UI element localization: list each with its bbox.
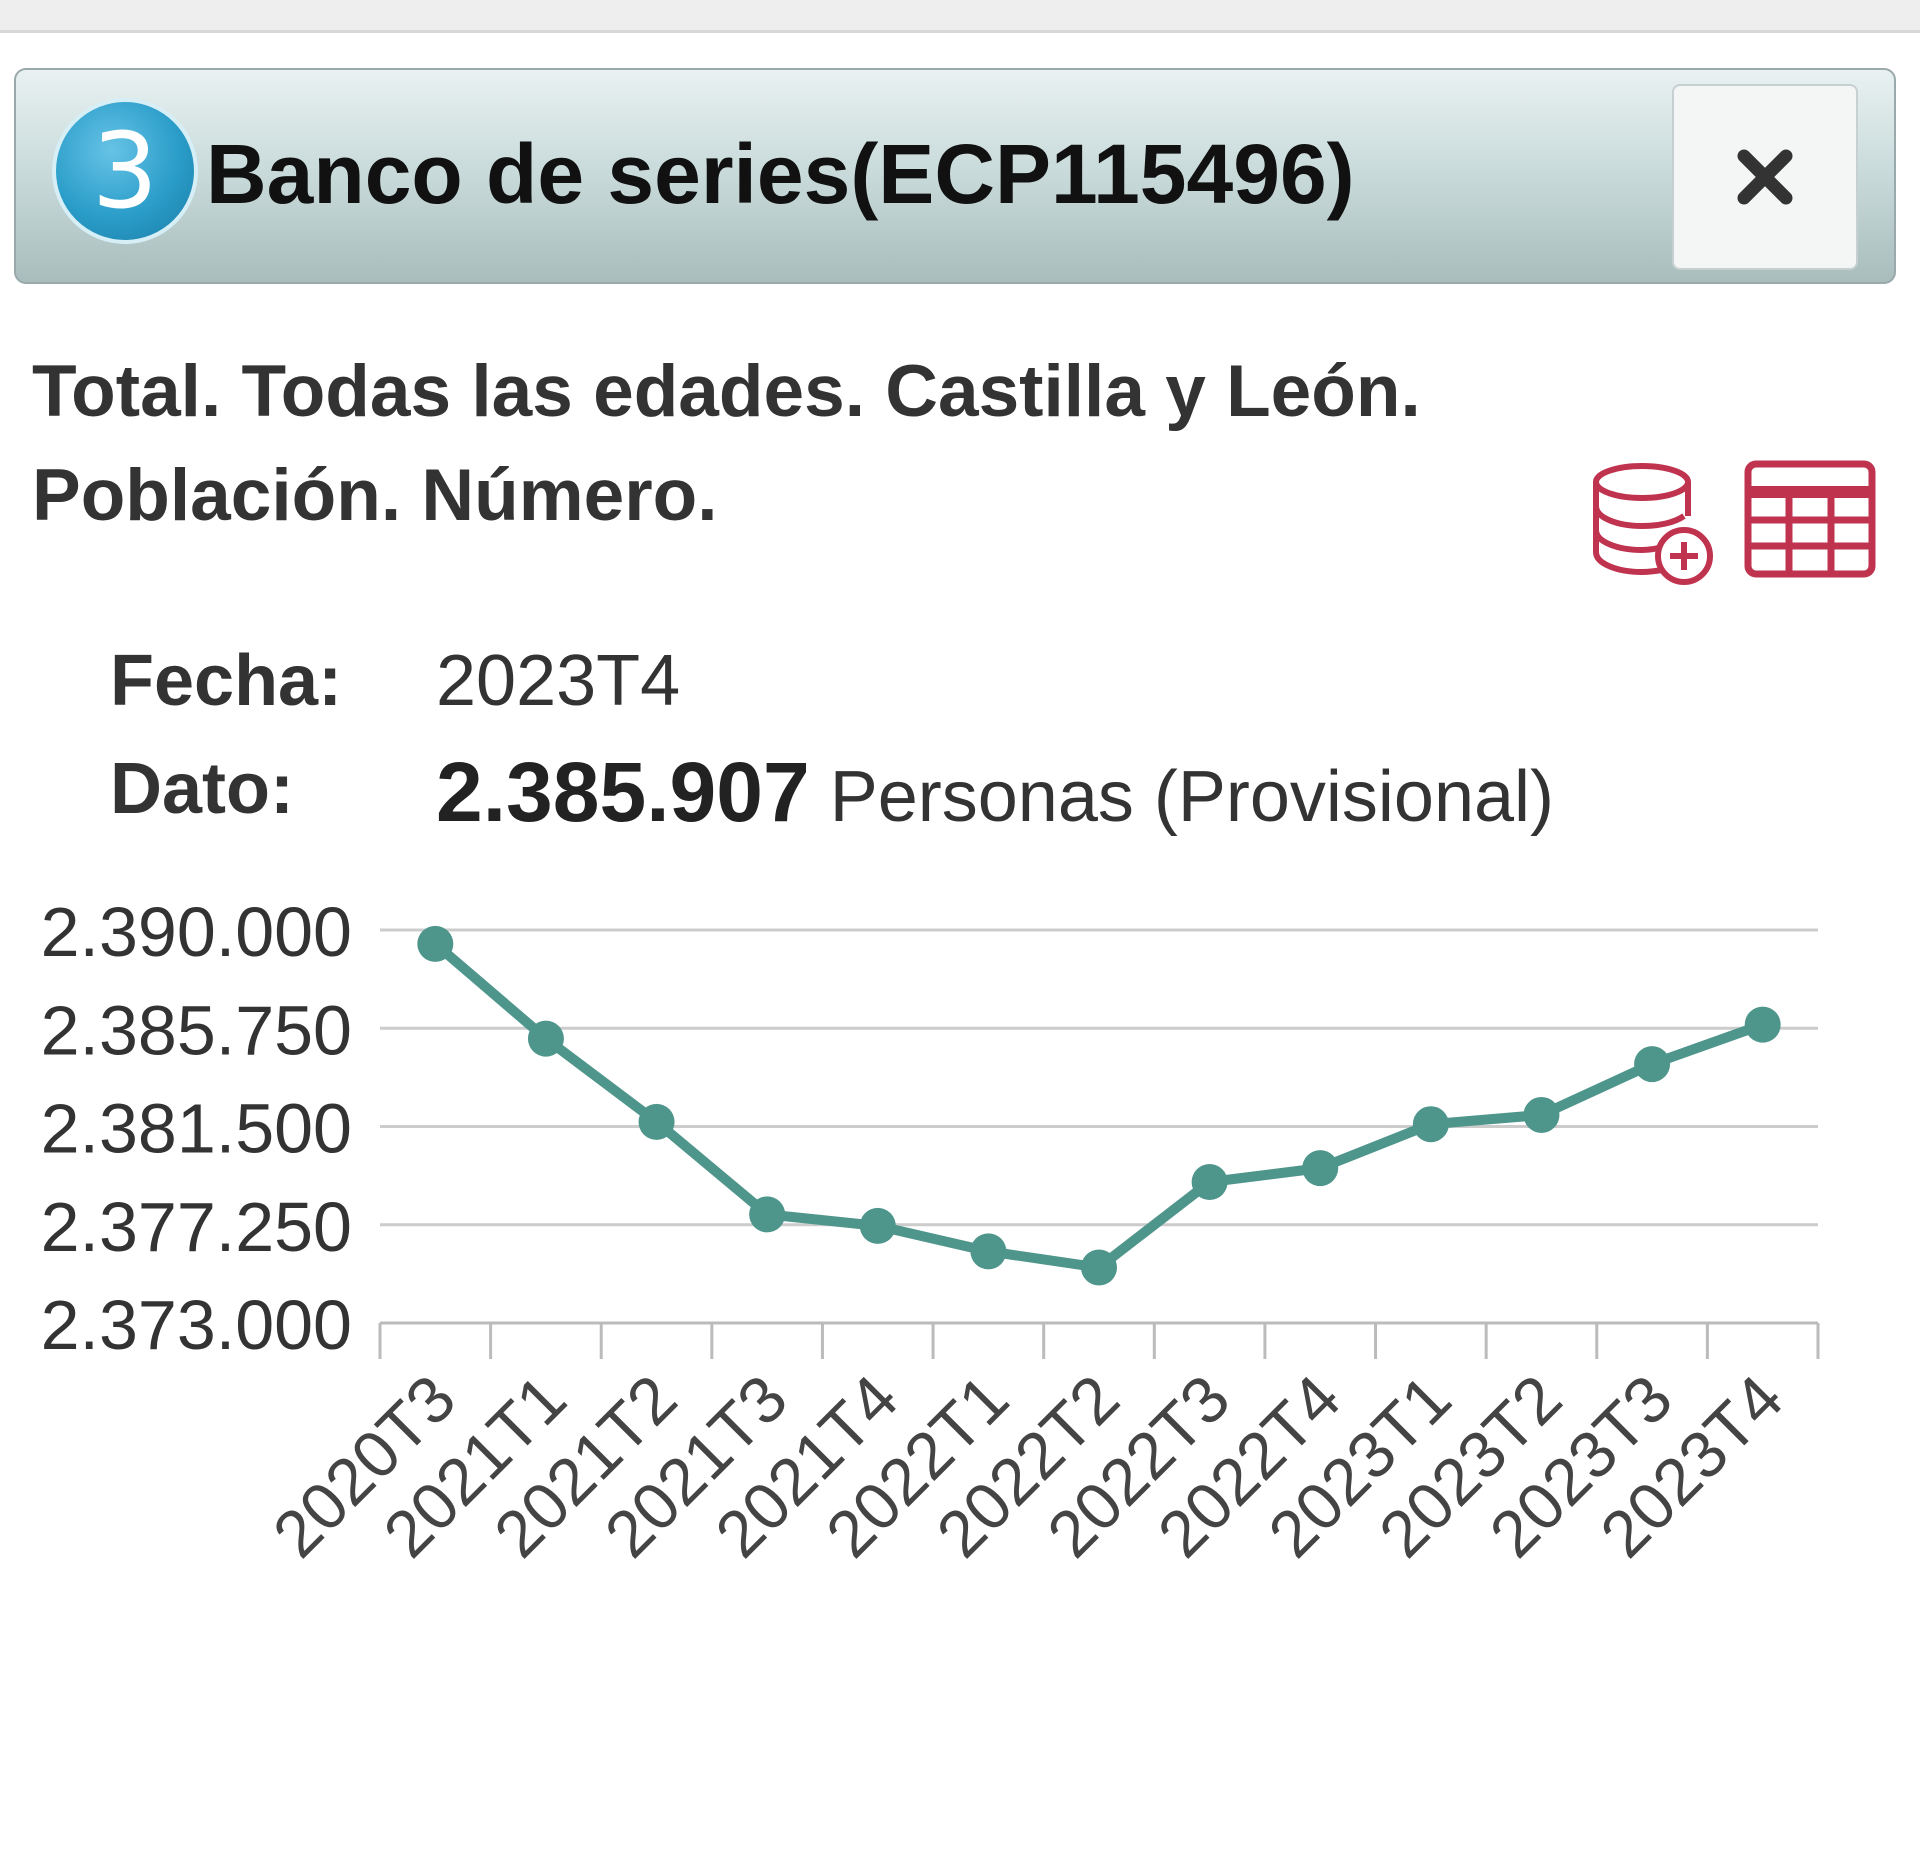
data-point [1523, 1096, 1560, 1133]
series-line [432, 940, 1765, 1273]
y-tick-label: 2.373.000 [41, 1286, 352, 1364]
series-description: Total. Todas las edades. Castilla y León… [32, 351, 1421, 536]
y-tick-label: 2.381.500 [41, 1090, 352, 1168]
line-chart: 2.390.000 2.385.750 2.381.500 2.377.250 2.37… [41, 893, 1820, 1571]
panel-title-bar: 3 Banco de series(ECP115496) [14, 68, 1896, 284]
data-point [859, 1207, 896, 1244]
view-table-button[interactable] [1744, 460, 1876, 578]
data-point [638, 1103, 675, 1140]
data-point [1634, 1046, 1671, 1083]
close-button[interactable] [1672, 84, 1858, 270]
value-label: Dato: [110, 749, 294, 829]
date-label: Fecha: [110, 641, 343, 721]
data-point [417, 925, 454, 962]
data-point [527, 1020, 564, 1057]
y-tick-label: 2.385.750 [41, 991, 352, 1069]
data-point [1191, 1163, 1228, 1200]
add-to-database-button[interactable] [1588, 460, 1714, 590]
data-value: 2.385.907 [436, 745, 810, 839]
data-unit: Personas [829, 757, 1134, 837]
data-point [1412, 1106, 1449, 1143]
y-tick-label: 2.377.250 [41, 1188, 352, 1266]
data-point [1081, 1249, 1117, 1286]
data-point [970, 1233, 1007, 1270]
data-status: (Provisional) [1153, 757, 1555, 837]
table-icon [1744, 460, 1876, 578]
value-line: 2.385.907 Personas (Provisional) [436, 744, 1554, 841]
close-icon [1737, 149, 1793, 205]
panel-title: Banco de series(ECP115496) [206, 127, 1355, 221]
data-point [1744, 1006, 1781, 1043]
database-add-icon [1593, 463, 1713, 585]
top-strip [0, 0, 1920, 33]
date-value: 2023T4 [436, 641, 681, 721]
data-point [749, 1196, 786, 1233]
step-number-badge: 3 [52, 98, 198, 244]
y-tick-label: 2.390.000 [41, 893, 352, 971]
data-point [1302, 1150, 1339, 1187]
